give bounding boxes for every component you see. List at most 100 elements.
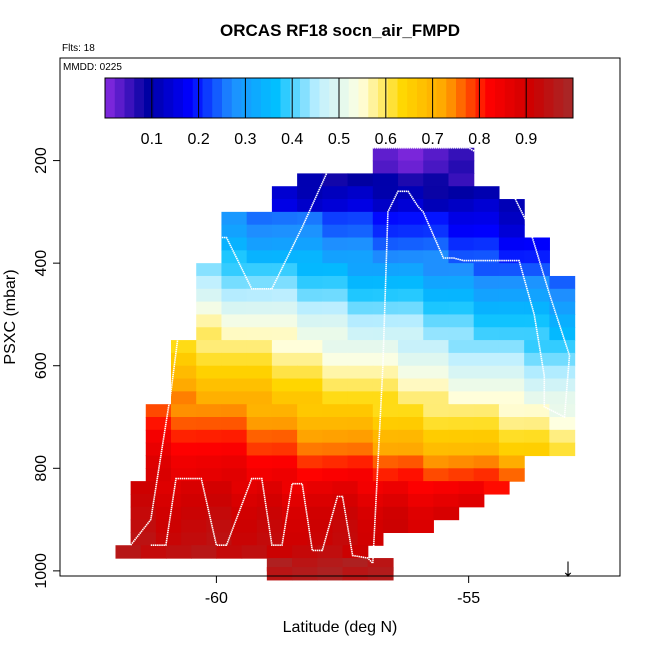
heatmap-cell xyxy=(271,275,298,290)
heatmap-cell xyxy=(231,506,258,521)
heatmap-cell xyxy=(448,301,475,316)
heatmap-cell xyxy=(246,417,273,431)
heatmap-cell xyxy=(367,567,394,581)
heatmap-cell xyxy=(271,250,298,264)
heatmap-cell xyxy=(398,173,424,187)
heatmap-cell xyxy=(398,429,424,444)
heatmap-cell xyxy=(473,327,500,341)
colorbar-segment xyxy=(563,78,574,118)
heatmap-cell xyxy=(221,365,248,380)
heatmap-cell xyxy=(473,365,500,380)
heatmap-cell xyxy=(297,340,323,354)
heatmap-cell xyxy=(347,404,374,418)
heatmap-cell xyxy=(297,186,323,200)
colorbar-segment xyxy=(436,78,447,118)
heatmap-cell xyxy=(473,455,500,469)
heatmap-cell xyxy=(221,442,248,457)
heatmap-cell xyxy=(423,186,450,200)
heatmap-cell xyxy=(297,263,323,277)
heatmap-cell xyxy=(498,468,525,482)
heatmap-cell xyxy=(271,224,298,239)
heatmap-cell xyxy=(398,340,424,354)
heatmap-cell xyxy=(221,327,248,341)
heatmap-cell xyxy=(473,186,500,200)
heatmap-cell xyxy=(145,404,172,418)
heatmap-cell xyxy=(448,199,475,213)
heatmap-cell xyxy=(322,404,349,418)
heatmap-cell xyxy=(322,301,349,316)
heatmap-cell xyxy=(322,391,349,405)
heatmap-cell xyxy=(322,417,349,431)
heatmap-cell xyxy=(398,199,424,213)
heatmap-cell xyxy=(372,211,399,226)
heatmap-cell xyxy=(549,404,576,418)
heatmap-cell xyxy=(347,263,374,277)
heatmap-cell xyxy=(170,365,197,380)
heatmap-cell xyxy=(372,147,399,162)
heatmap-cell xyxy=(473,301,500,316)
heatmap-cell xyxy=(524,275,550,290)
heatmap-cell xyxy=(206,519,233,534)
colorbar-tick-label: 0.2 xyxy=(187,131,209,148)
heatmap-cell xyxy=(498,442,525,457)
heatmap-cell xyxy=(271,404,298,418)
heatmap-cell xyxy=(357,506,384,521)
colorbar xyxy=(104,77,574,119)
heatmap-cell xyxy=(196,378,223,392)
heatmap-cell xyxy=(549,288,576,303)
x-axis: -60 -55 xyxy=(205,576,480,607)
heatmap-cell xyxy=(342,567,369,581)
heatmap-cell xyxy=(524,340,550,354)
heatmap-cell xyxy=(448,391,475,405)
heatmap-cell xyxy=(196,404,223,418)
heatmap-cell xyxy=(307,519,334,534)
heatmap-cell xyxy=(549,314,576,328)
heatmap-cell xyxy=(423,327,450,341)
heatmap-cell xyxy=(433,481,460,495)
heatmap-cell xyxy=(347,391,374,405)
heatmap-cell xyxy=(549,352,576,367)
heatmap-cell xyxy=(196,263,223,277)
heatmap-cell xyxy=(524,404,550,418)
heatmap-cell xyxy=(382,493,409,508)
heatmap-cell xyxy=(398,250,424,264)
heatmap-cell xyxy=(398,160,424,174)
heatmap-cells xyxy=(115,147,576,581)
heatmap-cell xyxy=(372,301,399,316)
heatmap-cell xyxy=(524,365,550,380)
heatmap-cell xyxy=(181,493,207,508)
heatmap-cell xyxy=(281,519,308,534)
heatmap-cell xyxy=(231,519,258,534)
heatmap-cell xyxy=(246,275,273,290)
flight-track xyxy=(129,147,571,566)
colorbar-segment xyxy=(124,78,135,118)
heatmap-cell xyxy=(433,506,460,521)
heatmap-cell xyxy=(398,404,424,418)
heatmap-cell xyxy=(322,455,349,469)
colorbar-segment xyxy=(524,78,535,118)
heatmap-cell xyxy=(448,147,475,162)
heatmap-cell xyxy=(524,429,550,444)
heatmap-cell xyxy=(498,237,525,251)
heatmap-cell xyxy=(524,417,550,431)
colorbar-segment xyxy=(504,78,515,118)
heatmap-cell xyxy=(398,314,424,328)
heatmap-cell xyxy=(271,365,298,380)
heatmap-cell xyxy=(271,352,298,367)
heatmap-cell xyxy=(448,211,475,226)
colorbar-segment xyxy=(192,78,203,118)
heatmap-cell xyxy=(221,275,248,290)
heatmap-cell xyxy=(347,288,374,303)
heatmap-cell xyxy=(266,567,293,581)
heatmap-cell xyxy=(357,493,384,508)
heatmap-cell xyxy=(297,199,323,213)
heatmap-cell xyxy=(271,429,298,444)
heatmap-cell xyxy=(246,429,273,444)
heatmap-cell xyxy=(372,404,399,418)
colorbar-frame xyxy=(104,77,574,119)
heatmap-cell xyxy=(246,455,273,469)
heatmap-cell xyxy=(322,365,349,380)
heatmap-cell xyxy=(297,275,323,290)
heatmap-cell xyxy=(322,186,349,200)
heatmap-cell xyxy=(398,468,424,482)
